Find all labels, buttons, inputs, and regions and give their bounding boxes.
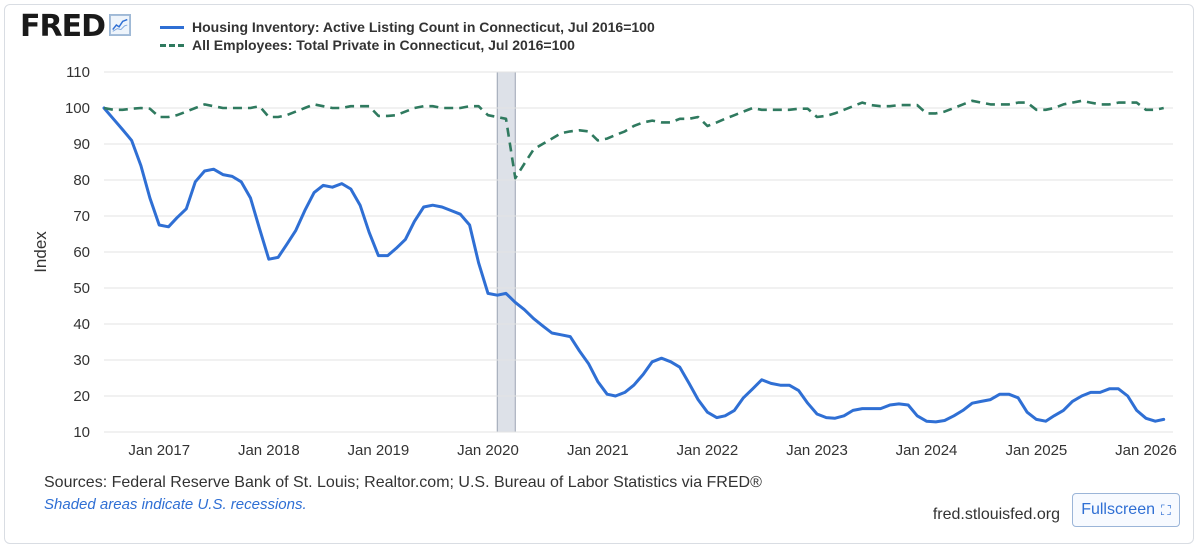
y-tick-label: 100 (65, 100, 90, 117)
legend-swatch-dashed (160, 43, 184, 47)
recession-note[interactable]: Shaded areas indicate U.S. recessions. (44, 496, 307, 513)
y-tick-label: 80 (73, 172, 90, 189)
line-chart[interactable]: 10 20 30 40 50 60 70 80 90 100 110 Jan 2017 Jan 2018… (0, 0, 1200, 470)
legend-item-housing[interactable]: Housing Inventory: Active Listing Count … (160, 18, 655, 36)
series-line-housing (102, 106, 1166, 424)
x-tick-label: Jan 2018 (238, 442, 300, 459)
x-tick-label: Jan 2017 (128, 442, 190, 459)
y-tick-label: 30 (73, 352, 90, 369)
legend-label-employees: All Employees: Total Private in Connecti… (192, 37, 575, 53)
legend-item-employees[interactable]: All Employees: Total Private in Connecti… (160, 36, 655, 54)
chart-header: FRED Housing Inventory: Active Listing C… (20, 12, 1180, 54)
fullscreen-button[interactable]: Fullscreen ⛶ (1072, 493, 1180, 527)
series-line-employees (103, 99, 1164, 180)
y-tick-label: 110 (66, 64, 90, 81)
legend-label-housing: Housing Inventory: Active Listing Count … (192, 19, 655, 35)
x-tick-label: Jan 2020 (457, 442, 519, 459)
y-tick-label: 10 (73, 424, 90, 441)
fred-logo[interactable]: FRED (20, 12, 131, 42)
site-url[interactable]: fred.stlouisfed.org (932, 506, 1060, 523)
x-tick-label: Jan 2024 (896, 442, 958, 459)
graph-icon (109, 14, 131, 36)
x-tick-label: Jan 2026 (1115, 442, 1177, 459)
sources-text: Sources: Federal Reserve Bank of St. Lou… (44, 474, 762, 491)
x-tick-label: Jan 2025 (1006, 442, 1068, 459)
legend-swatch-solid (160, 25, 184, 29)
chart-legend: Housing Inventory: Active Listing Count … (160, 18, 655, 54)
fullscreen-label: Fullscreen (1081, 501, 1155, 518)
x-tick-label: Jan 2022 (677, 442, 739, 459)
y-tick-label: 70 (73, 208, 90, 225)
y-tick-label: 20 (73, 388, 90, 405)
x-tick-label: Jan 2021 (567, 442, 629, 459)
y-tick-label: 50 (73, 280, 90, 297)
y-tick-label: 60 (73, 244, 90, 261)
y-axis-label: Index (31, 231, 50, 273)
chart-footer: Sources: Federal Reserve Bank of St. Lou… (44, 472, 1180, 516)
chart-frame (4, 4, 1194, 544)
x-tick-label: Jan 2019 (348, 442, 410, 459)
y-tick-label: 40 (73, 316, 90, 333)
fred-logo-text: FRED (20, 9, 106, 44)
fullscreen-icon: ⛶ (1161, 502, 1171, 518)
x-tick-label: Jan 2023 (786, 442, 848, 459)
y-tick-label: 90 (73, 136, 90, 153)
